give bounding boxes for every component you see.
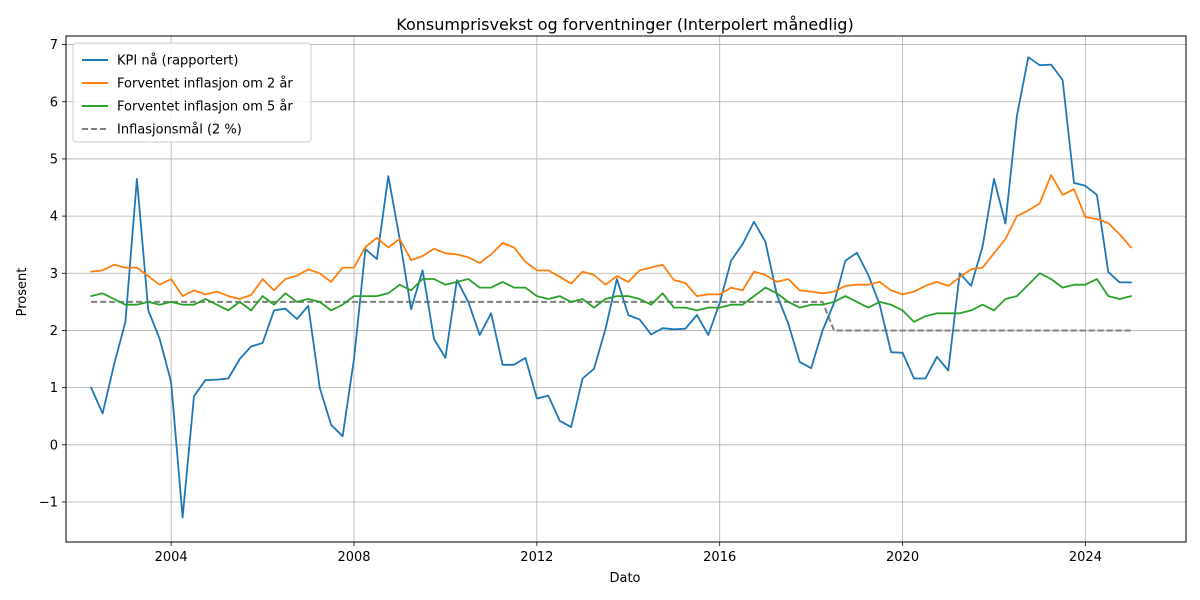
x-tick-label: 2016 [703,550,736,565]
x-tick-label: 2008 [337,550,370,565]
x-axis-label: Dato [609,571,640,586]
legend: KPI nå (rapportert) Forventet inflasjon o… [72,42,312,143]
series-line-1 [90,173,1132,300]
plot-area-frame [65,35,1187,543]
series-line-3 [91,300,1132,332]
y-tick-label: −1 [39,495,58,510]
legend-label-0: KPI nå (rapportert) [117,54,238,69]
y-tick-label: 6 [50,95,58,110]
series-lines [90,56,1132,519]
y-tick-label: 4 [50,210,58,225]
legend-label-1: Forventet inflasjon om 2 år [117,77,293,92]
y-tick-label: 0 [50,438,58,453]
y-tick-label: 3 [50,267,58,282]
y-tick-label: 7 [50,38,58,53]
y-tick-label: 5 [50,152,58,167]
x-axis-ticks: 2004 2008 2012 2016 2020 2024 [155,542,1102,565]
y-axis-ticks: −1 0 1 2 3 4 5 6 7 [39,38,66,510]
series-line-0 [90,56,1132,519]
series-line-2 [90,272,1132,323]
x-tick-label: 2012 [520,550,553,565]
chart-title: Konsumprisvekst og forventninger (Interp… [396,15,853,34]
legend-label-3: Inflasjonsmål (2 %) [117,123,242,138]
legend-box [72,42,312,143]
legend-label-2: Forventet inflasjon om 5 år [117,100,293,115]
x-tick-label: 2004 [155,550,188,565]
y-tick-label: 2 [50,324,58,339]
y-axis-label: Prosent [15,268,30,317]
x-tick-label: 2024 [1069,550,1102,565]
x-tick-label: 2020 [886,550,919,565]
y-tick-label: 1 [50,381,58,396]
